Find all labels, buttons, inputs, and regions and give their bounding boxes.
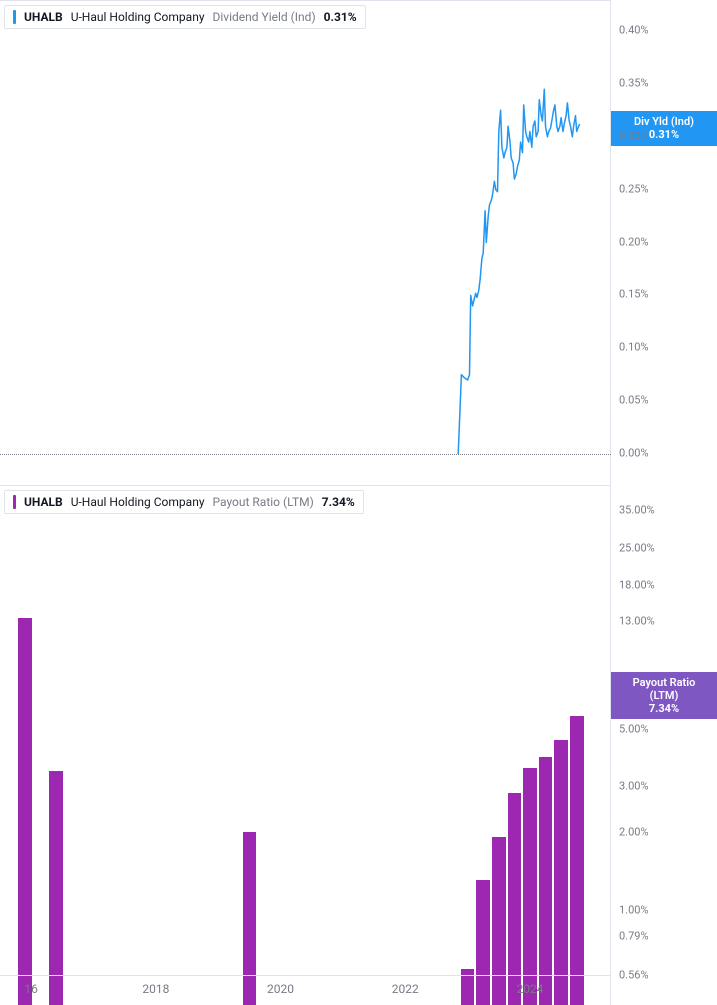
bottom-plot-area[interactable]: UHALB U-Haul Holding Company Payout Rati… xyxy=(0,485,611,1005)
bottom-metric-label: Payout Ratio (LTM) xyxy=(213,495,314,509)
xtick-label: 2024 xyxy=(516,982,543,996)
xtick-label: 2020 xyxy=(267,982,294,996)
payout-bar xyxy=(523,768,537,1005)
ytick-label: 35.00% xyxy=(619,504,655,517)
x-axis[interactable]: 16 2018 2020 2022 2024 xyxy=(0,975,611,1005)
payout-bar xyxy=(570,716,584,1005)
ytick-label: 5.00% xyxy=(619,722,649,735)
ytick-label: 1.00% xyxy=(619,903,649,916)
payout-bar xyxy=(554,740,568,1005)
bottom-y-axis[interactable]: Payout Ratio (LTM) 7.34% 0.56% 0.79% 1.00%… xyxy=(611,485,717,1005)
ytick-label: 0.40% xyxy=(619,24,649,37)
ytick-label: 0.05% xyxy=(619,394,649,407)
ytick-label: 0.25% xyxy=(619,182,649,195)
xtick-label: 16 xyxy=(24,982,38,996)
payout-bar xyxy=(18,618,32,1005)
ytick-label: 0.35% xyxy=(619,76,649,89)
ytick-label: 3.00% xyxy=(619,780,649,793)
company-label-2: U-Haul Holding Company xyxy=(71,495,205,509)
bottom-legend-color-bar xyxy=(13,495,16,509)
dividend-yield-chart-panel: UHALB U-Haul Holding Company Dividend Yi… xyxy=(0,0,717,485)
payout-ratio-chart-panel: UHALB U-Haul Holding Company Payout Rati… xyxy=(0,485,717,1005)
payout-bar xyxy=(539,757,553,1005)
bottom-legend[interactable]: UHALB U-Haul Holding Company Payout Rati… xyxy=(4,490,364,514)
badge-value-2: 7.34% xyxy=(617,702,711,715)
payout-bar xyxy=(49,771,63,1005)
payout-ratio-badge: Payout Ratio (LTM) 7.34% xyxy=(611,672,717,720)
ytick-label: 0.20% xyxy=(619,235,649,248)
ytick-label: 0.00% xyxy=(619,447,649,460)
dividend-yield-line xyxy=(0,1,611,486)
ytick-label: 0.79% xyxy=(619,930,649,943)
badge-title: Div Yld (Ind) xyxy=(617,115,711,128)
ytick-label: 0.56% xyxy=(619,969,649,982)
ytick-label: 25.00% xyxy=(619,541,655,554)
ytick-label: 0.15% xyxy=(619,288,649,301)
xtick-label: 2022 xyxy=(392,982,419,996)
ytick-label: 18.00% xyxy=(619,578,655,591)
ytick-label: 2.00% xyxy=(619,825,649,838)
ytick-label: 13.00% xyxy=(619,615,655,628)
top-plot-area[interactable]: UHALB U-Haul Holding Company Dividend Yi… xyxy=(0,0,611,485)
ytick-label: 0.30% xyxy=(619,129,649,142)
top-y-axis[interactable]: Div Yld (Ind) 0.31% 0.00%0.05%0.10%0.15%… xyxy=(611,0,717,485)
xtick-label: 2018 xyxy=(142,982,169,996)
bottom-current-value: 7.34% xyxy=(322,495,355,509)
ticker-label-2: UHALB xyxy=(24,495,63,509)
ytick-label: 0.10% xyxy=(619,341,649,354)
payout-bar xyxy=(508,793,522,1005)
badge-title-2: Payout Ratio (LTM) xyxy=(617,676,711,702)
